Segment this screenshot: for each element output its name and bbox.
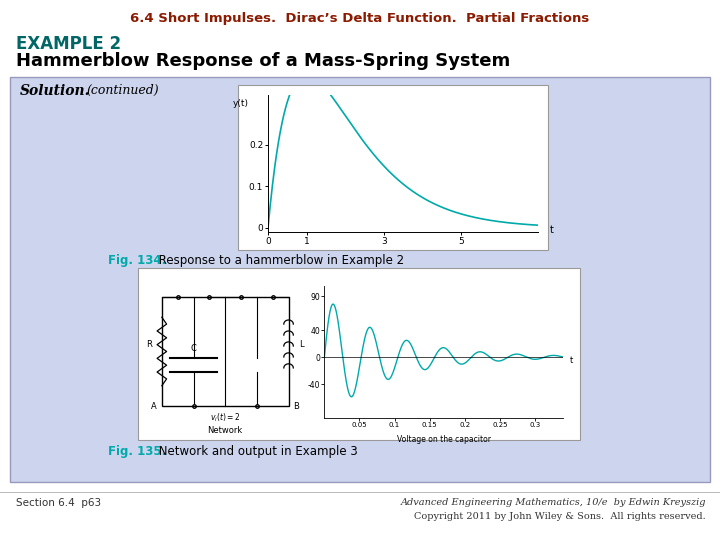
Text: Solution.: Solution.: [20, 84, 91, 98]
FancyBboxPatch shape: [238, 85, 548, 250]
Text: Section 6.4  p63: Section 6.4 p63: [16, 498, 101, 508]
Text: Copyright 2011 by John Wiley & Sons.  All rights reserved.: Copyright 2011 by John Wiley & Sons. All…: [414, 512, 706, 521]
Text: Network: Network: [207, 427, 243, 435]
Text: L: L: [299, 340, 304, 349]
Text: A: A: [151, 402, 157, 411]
Text: y(t): y(t): [233, 99, 248, 108]
Text: t: t: [570, 356, 573, 365]
Text: B: B: [294, 402, 300, 411]
Text: $v_i(t) = 2$: $v_i(t) = 2$: [210, 411, 240, 423]
FancyBboxPatch shape: [138, 268, 580, 440]
Text: C: C: [191, 345, 197, 353]
Text: Fig. 134.: Fig. 134.: [108, 254, 166, 267]
Text: Hammerblow Response of a Mass-Spring System: Hammerblow Response of a Mass-Spring Sys…: [16, 52, 510, 70]
FancyBboxPatch shape: [10, 77, 710, 482]
Text: t: t: [549, 225, 554, 235]
Text: Network and output in Example 3: Network and output in Example 3: [155, 445, 358, 458]
Text: Fig. 135.: Fig. 135.: [108, 445, 166, 458]
Text: Voltage on the capacitor: Voltage on the capacitor: [397, 435, 491, 444]
Text: 6.4 Short Impulses.  Dirac’s Delta Function.  Partial Fractions: 6.4 Short Impulses. Dirac’s Delta Functi…: [130, 12, 590, 25]
Text: (continued): (continued): [86, 84, 158, 97]
Text: Advanced Engineering Mathematics, 10/e  by Edwin Kreyszig: Advanced Engineering Mathematics, 10/e b…: [400, 498, 706, 507]
Text: EXAMPLE 2: EXAMPLE 2: [16, 35, 121, 53]
Text: R: R: [146, 340, 152, 349]
Text: Response to a hammerblow in Example 2: Response to a hammerblow in Example 2: [155, 254, 404, 267]
